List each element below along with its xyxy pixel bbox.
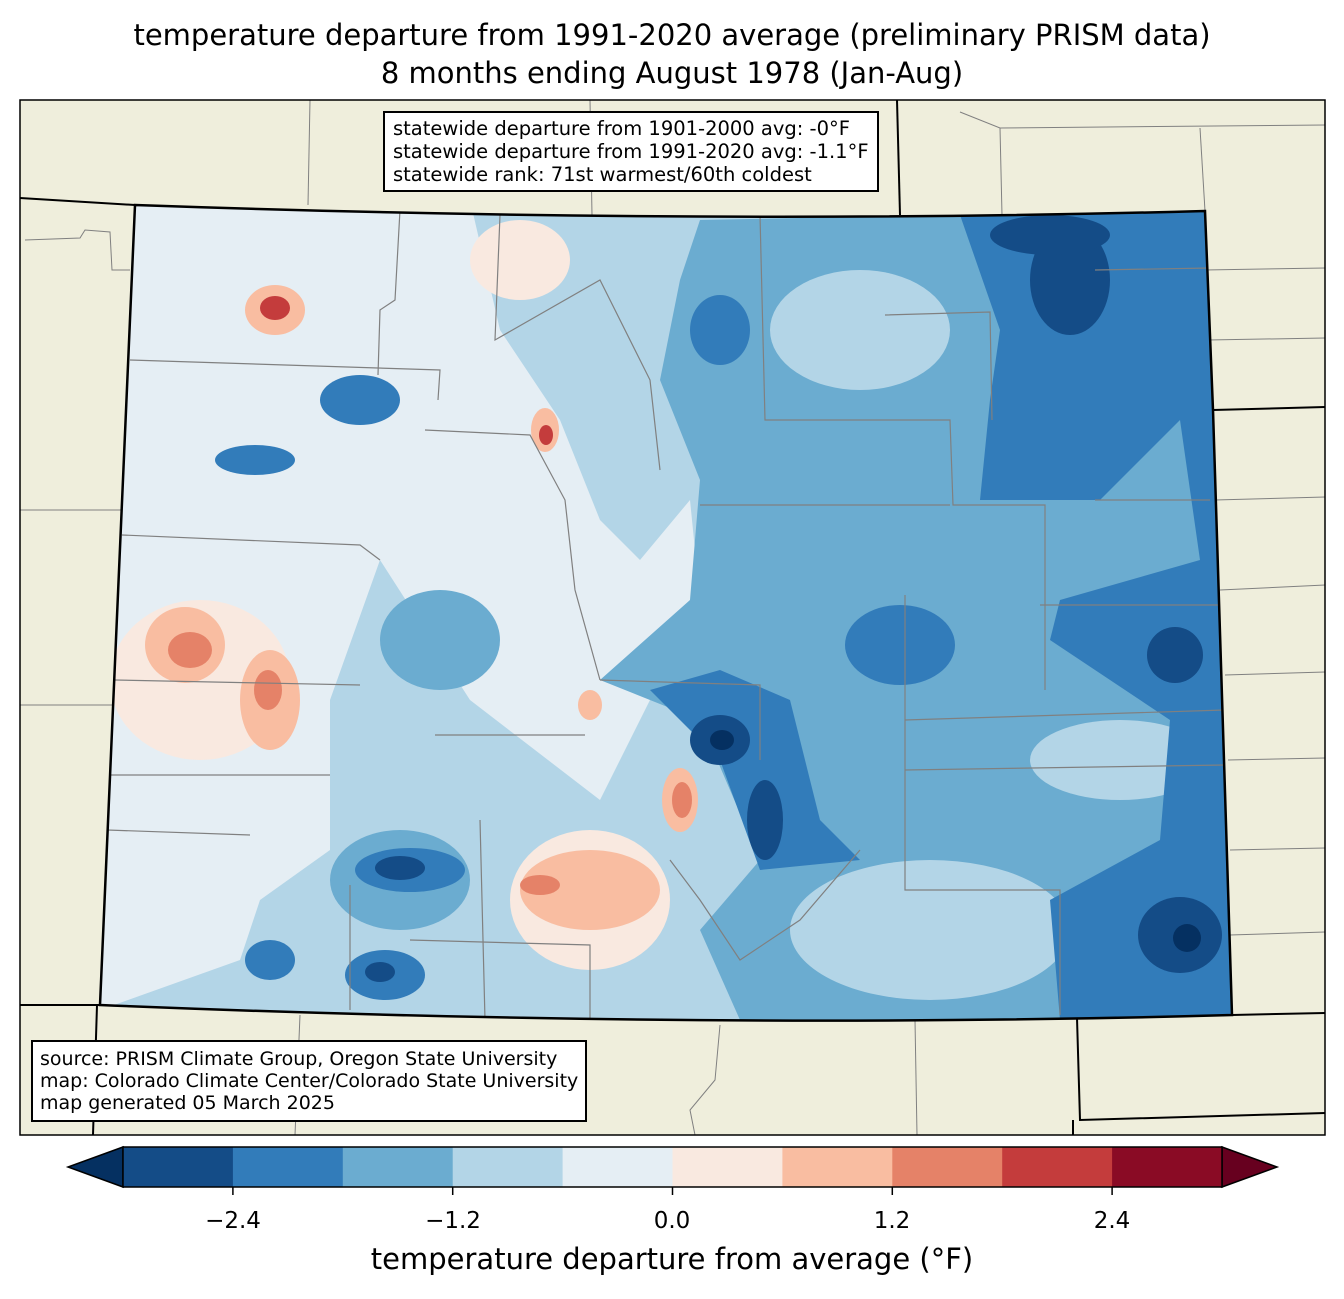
contour-region [539,425,553,445]
contour-region [672,782,692,818]
colorbar-tick-label: 1.2 [873,1208,911,1234]
county-lines [106,209,1226,1021]
contour-region [520,850,660,930]
colorbar-over-arrow [1221,1145,1280,1189]
colorbar-tick-label: 0.0 [653,1208,691,1234]
contour-region [470,220,570,300]
contour-region [168,632,212,668]
stats-departure-1991-2020: statewide departure from 1991-2020 avg: … [393,140,869,163]
contour-region [1147,627,1203,683]
contour-region [960,210,1232,1020]
colorbar-segment [232,1147,344,1187]
contour-region [770,270,950,390]
contour-region [520,875,560,895]
colorbar-segment [452,1147,564,1187]
statewide-stats-box: statewide departure from 1901-2000 avg: … [383,111,879,192]
contour-region [100,205,700,1010]
map-title-line2: 8 months ending August 1978 (Jan-Aug) [380,56,964,90]
colorbar-segment [562,1147,673,1187]
contour-region [990,215,1110,255]
colorbar-tick-label: −1.2 [425,1208,481,1234]
colorbar-tick-label: 2.4 [1093,1208,1131,1234]
colorado-border [98,203,1234,1022]
colorbar-under-arrow [65,1145,124,1189]
colorbar-segment [782,1147,893,1187]
colorbar [65,1145,1280,1195]
colorbar-segment [123,1147,234,1187]
contour-region [690,295,750,365]
colorbar-segment [892,1147,1003,1187]
map-frame [19,99,1326,1136]
map-generated-line: map generated 05 March 2025 [40,1092,335,1114]
stats-departure-1901-2000: statewide departure from 1901-2000 avg: … [393,117,850,140]
contour-region [710,730,734,750]
stats-rank: statewide rank: 71st warmest/60th coldes… [393,163,812,186]
contour-region [375,856,425,880]
colorbar-segment [342,1147,454,1187]
contour-region [790,860,1070,1000]
neighbor-county-lines [20,99,1326,1136]
contour-region [365,962,395,982]
colorbar-segment [672,1147,783,1187]
contour-region [245,940,295,980]
colorbar-label: temperature departure from average (°F) [370,1242,974,1276]
map-title-line1: temperature departure from 1991-2020 ave… [133,18,1211,52]
contour-region [254,670,282,710]
contour-region [260,296,290,320]
contour-region [747,780,783,860]
colorbar-segment [1112,1147,1223,1187]
colorbar-tick-label: −2.4 [205,1208,261,1234]
colorbar-segment [1002,1147,1113,1187]
map-credit-line: map: Colorado Climate Center/Colorado St… [40,1070,579,1092]
source-box: source: PRISM Climate Group, Oregon Stat… [31,1040,588,1122]
contour-region [320,375,400,425]
contour-region [845,605,955,685]
contour-region [380,590,500,690]
source-line: source: PRISM Climate Group, Oregon Stat… [40,1048,558,1070]
contour-region [1173,924,1201,952]
contour-region [215,445,295,475]
temperature-contours [100,205,1232,1021]
contour-region [578,690,602,720]
